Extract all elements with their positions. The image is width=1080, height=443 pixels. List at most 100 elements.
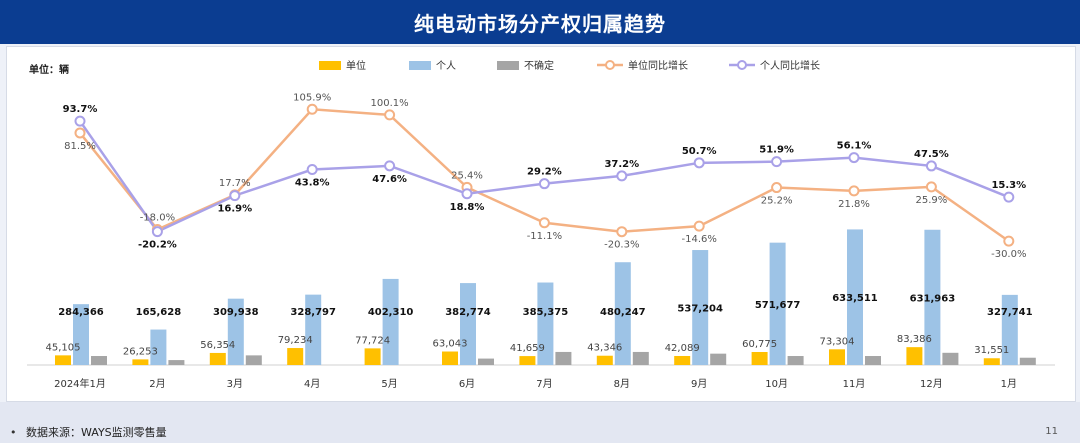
x-tick-label-9: 10月 (765, 378, 788, 390)
x-tick-label-3: 4月 (304, 378, 320, 390)
bar-unit-3 (287, 348, 304, 365)
unit-value-label-6: 41,659 (510, 343, 545, 354)
person-value-label-11: 631,963 (910, 293, 956, 304)
person-growth-label-8: 50.7% (682, 146, 717, 157)
unit-growth-point-3 (306, 103, 318, 115)
person-growth-label-0: 93.7% (63, 104, 98, 115)
bar-person-7 (614, 262, 631, 365)
unit-value-label-5: 63,043 (433, 339, 468, 350)
unit-value-label-4: 77,724 (355, 335, 390, 346)
person-value-label-2: 309,938 (213, 307, 259, 318)
person-growth-label-5: 18.8% (450, 202, 485, 213)
person-growth-label-6: 29.2% (527, 167, 562, 178)
person-growth-label-10: 56.1% (837, 141, 872, 152)
person-growth-point-3 (306, 164, 318, 176)
unit-growth-point-11 (925, 181, 937, 193)
bar-person-12 (1001, 294, 1018, 365)
unit-value-label-11: 83,386 (897, 334, 932, 345)
x-tick-label-6: 7月 (536, 378, 552, 390)
unit-growth-label-0: 81.5% (64, 141, 96, 152)
unit-label: 单位：辆 (29, 63, 69, 76)
bar-person-5 (460, 283, 476, 365)
person-value-label-5: 382,774 (445, 307, 491, 318)
legend-label-0: 单位 (346, 59, 366, 72)
unit-growth-label-6: -11.1% (527, 231, 562, 242)
legend-swatch-0 (319, 61, 341, 70)
legend-marker-3 (605, 60, 615, 70)
x-tick-label-10: 11月 (843, 378, 866, 390)
unit-growth-label-11: 25.9% (916, 195, 948, 206)
person-value-label-12: 327,741 (987, 307, 1033, 318)
bar-person-1 (150, 329, 167, 365)
unit-growth-label-2: 17.7% (219, 178, 251, 189)
x-tick-label-4: 5月 (381, 378, 397, 390)
bar-person-9 (769, 242, 786, 365)
footer-bullet: • (10, 426, 17, 439)
bar-unit-12 (983, 358, 1000, 365)
bar-uncertain-1 (168, 360, 185, 365)
bar-person-4 (382, 278, 399, 365)
bar-unit-7 (596, 355, 613, 365)
bar-person-10 (847, 229, 863, 365)
unit-value-label-0: 45,105 (46, 342, 81, 353)
unit-growth-label-3: 105.9% (293, 92, 331, 103)
person-growth-label-12: 15.3% (991, 180, 1026, 191)
legend-label-2: 不确定 (524, 59, 554, 72)
person-value-label-3: 328,797 (290, 307, 336, 318)
person-growth-point-12 (1003, 191, 1015, 203)
unit-growth-point-4 (384, 109, 396, 121)
footer: • 数据来源：WAYS监测零售量 11 (0, 402, 1080, 443)
unit-growth-label-4: 100.1% (371, 98, 409, 109)
unit-growth-label-9: 25.2% (761, 196, 793, 207)
person-value-label-6: 385,375 (523, 307, 569, 318)
unit-growth-label-12: -30.0% (991, 249, 1026, 260)
x-tick-label-2: 3月 (227, 378, 243, 390)
bar-unit-2 (209, 352, 226, 365)
unit-growth-point-8 (693, 220, 705, 232)
unit-growth-point-12 (1003, 235, 1015, 247)
unit-value-label-3: 79,234 (278, 335, 313, 346)
person-value-label-0: 284,366 (58, 307, 104, 318)
unit-growth-label-1: -18.0% (140, 212, 175, 223)
bar-uncertain-2 (245, 355, 262, 365)
unit-value-label-1: 26,253 (123, 346, 158, 357)
person-value-label-9: 571,677 (755, 300, 801, 311)
person-growth-point-5 (461, 188, 473, 200)
person-growth-label-9: 51.9% (759, 145, 794, 156)
bar-unit-8 (674, 355, 691, 365)
unit-growth-label-10: 21.8% (838, 199, 870, 210)
unit-growth-point-7 (616, 226, 628, 238)
bar-person-11 (924, 229, 941, 365)
bar-uncertain-11 (942, 352, 959, 365)
bar-uncertain-10 (865, 356, 881, 365)
legend-label-1: 个人 (436, 60, 456, 72)
unit-value-label-12: 31,551 (974, 345, 1009, 356)
unit-growth-label-7: -20.3% (604, 240, 639, 251)
person-growth-point-4 (384, 160, 396, 172)
page-number: 11 (1045, 426, 1058, 437)
x-tick-label-5: 6月 (459, 378, 475, 390)
unit-growth-label-5: 25.4% (451, 170, 483, 181)
person-growth-label-4: 47.6% (372, 174, 407, 185)
bar-uncertain-8 (710, 353, 727, 365)
unit-growth-label-8: -14.6% (682, 234, 717, 245)
legend-label-3: 单位同比增长 (628, 59, 688, 72)
person-growth-point-7 (616, 170, 628, 182)
x-tick-label-11: 12月 (920, 378, 943, 390)
bar-unit-5 (442, 351, 458, 365)
page-title: 纯电动市场分产权归属趋势 (0, 0, 1080, 44)
legend-swatch-2 (497, 61, 519, 70)
bar-person-6 (537, 282, 554, 365)
bar-person-0 (73, 304, 89, 365)
person-growth-point-10 (848, 152, 860, 164)
legend-swatch-1 (409, 61, 431, 70)
x-tick-label-1: 2月 (149, 378, 165, 390)
person-value-label-8: 537,204 (677, 304, 723, 315)
person-value-label-7: 480,247 (600, 307, 646, 318)
x-tick-label-0: 2024年1月 (54, 377, 106, 390)
unit-growth-point-6 (538, 217, 550, 229)
bar-unit-0 (55, 355, 71, 365)
person-growth-point-11 (925, 160, 937, 172)
x-tick-label-12: 1月 (1001, 378, 1017, 390)
bar-unit-4 (364, 348, 381, 365)
